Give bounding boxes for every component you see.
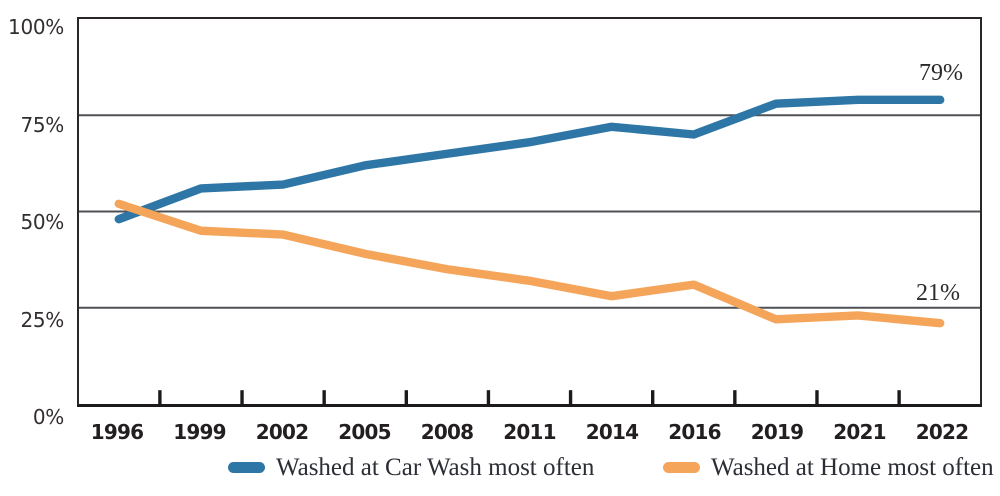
legend-item-home: Washed at Home most often xyxy=(663,452,994,483)
y-axis-label: 50% xyxy=(20,210,64,234)
x-axis-label: 2002 xyxy=(255,420,309,444)
plot-area xyxy=(77,17,982,407)
x-axis-label: 2016 xyxy=(668,420,721,444)
home-series-swatch-icon xyxy=(663,462,700,473)
legend: Washed at Car Wash most often Washed at … xyxy=(0,452,1000,486)
home-series-line xyxy=(114,199,945,328)
car-wash-series-swatch-icon xyxy=(228,462,265,473)
x-axis-label: 2011 xyxy=(503,420,556,444)
legend-item-car-wash: Washed at Car Wash most often xyxy=(228,452,594,483)
x-axis-label: 2008 xyxy=(420,420,474,444)
chart-canvas xyxy=(79,95,980,404)
x-axis-label: 2014 xyxy=(585,420,639,444)
car-wash-series-line xyxy=(114,95,945,224)
x-axis-label: 2005 xyxy=(338,420,391,444)
x-axis-label: 2019 xyxy=(750,420,804,444)
y-axis-label: 0% xyxy=(32,405,64,429)
x-axis-label: 1996 xyxy=(90,420,144,444)
legend-label-home: Washed at Home most often xyxy=(711,454,994,481)
y-axis-label: 100% xyxy=(8,15,64,39)
x-axis-label: 2022 xyxy=(915,420,969,444)
x-axis-label: 2021 xyxy=(833,420,886,444)
y-axis-label: 75% xyxy=(20,112,64,137)
y-axis-label: 25% xyxy=(20,307,64,332)
car-wash-end-value-label: 79% xyxy=(919,60,963,86)
x-axis-label: 1999 xyxy=(173,420,226,444)
legend-label-car-wash: Washed at Car Wash most often xyxy=(276,454,595,481)
home-end-value-label: 21% xyxy=(916,280,960,306)
